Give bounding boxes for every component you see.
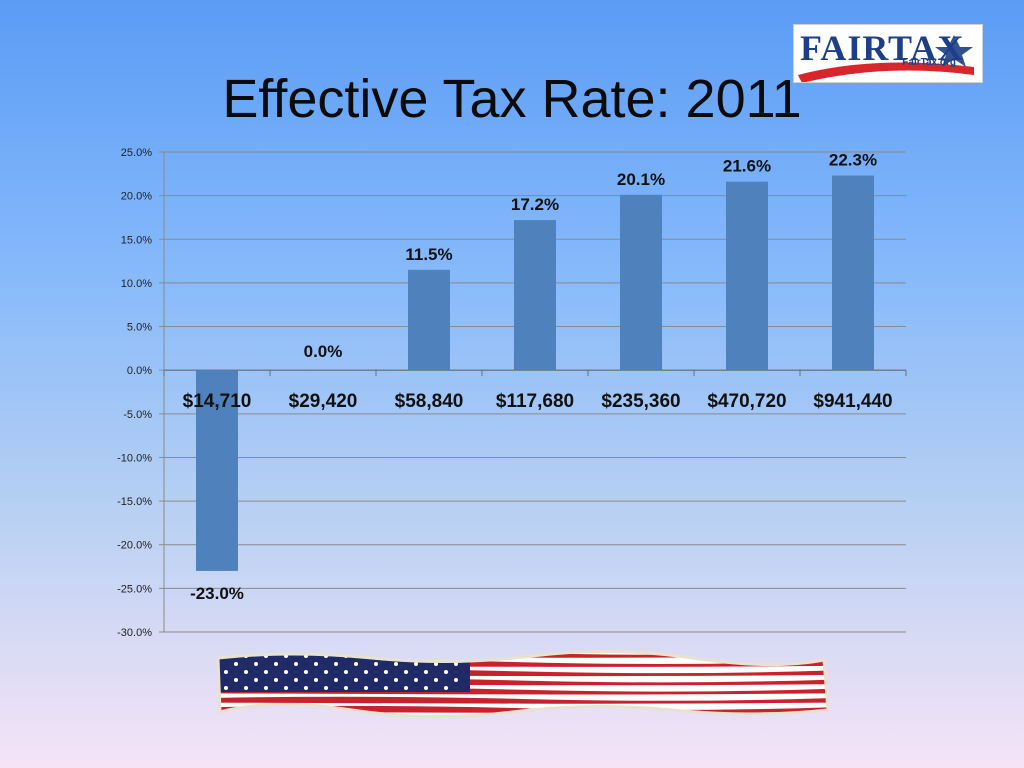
flag-star bbox=[394, 678, 398, 682]
flag-star bbox=[344, 670, 348, 674]
flag-star bbox=[404, 654, 408, 658]
y-tick-label: 20.0% bbox=[121, 191, 152, 203]
category-label: $941,440 bbox=[813, 391, 892, 412]
flag-star bbox=[264, 670, 268, 674]
flag-star bbox=[334, 678, 338, 682]
flag-star bbox=[434, 678, 438, 682]
y-tick-label: -20.0% bbox=[117, 540, 152, 552]
y-tick-label: -5.0% bbox=[123, 409, 152, 421]
flag-star bbox=[444, 654, 448, 658]
flag-star bbox=[444, 670, 448, 674]
category-label: $58,840 bbox=[395, 391, 464, 412]
category-label: $29,420 bbox=[289, 391, 358, 412]
flag-star bbox=[224, 670, 228, 674]
y-tick-label: -30.0% bbox=[117, 627, 152, 639]
bar bbox=[726, 181, 768, 371]
y-tick-label: 15.0% bbox=[121, 234, 152, 246]
data-label: -23.0% bbox=[190, 584, 244, 603]
flag-star bbox=[274, 678, 278, 682]
flag-star bbox=[304, 670, 308, 674]
logo-swoosh bbox=[798, 35, 974, 82]
flag-star bbox=[404, 686, 408, 690]
data-label: 11.5% bbox=[405, 245, 452, 264]
flag-star bbox=[364, 670, 368, 674]
flag-stripe bbox=[218, 696, 828, 704]
data-label: 22.3% bbox=[829, 151, 877, 170]
y-tick-label: -10.0% bbox=[117, 452, 152, 464]
bar bbox=[408, 269, 450, 371]
flag-star bbox=[364, 686, 368, 690]
flag-star bbox=[414, 678, 418, 682]
flag-star bbox=[314, 662, 318, 666]
logo-url: FairTax.org bbox=[902, 57, 956, 68]
y-tick-label: -25.0% bbox=[117, 583, 152, 595]
slide-title: Effective Tax Rate: 2011 bbox=[222, 69, 802, 129]
flag-star bbox=[244, 686, 248, 690]
flag-star bbox=[424, 654, 428, 658]
y-tick-label: 10.0% bbox=[121, 278, 152, 290]
bar bbox=[832, 175, 874, 371]
data-label: 17.2% bbox=[511, 195, 559, 214]
flag-star bbox=[264, 686, 268, 690]
category-label: $117,680 bbox=[496, 391, 574, 412]
flag-star bbox=[354, 678, 358, 682]
flag-star bbox=[244, 670, 248, 674]
y-tick-label: 25.0% bbox=[121, 147, 152, 159]
flag-star bbox=[234, 678, 238, 682]
flag-star bbox=[284, 686, 288, 690]
y-tick-label: 0.0% bbox=[127, 365, 152, 377]
flag-star bbox=[454, 662, 458, 666]
american-flag-image bbox=[216, 650, 830, 719]
flag-star bbox=[234, 662, 238, 666]
flag-star bbox=[294, 678, 298, 682]
logo-wordmark: FAIRTAX bbox=[800, 28, 965, 68]
flag-star bbox=[384, 670, 388, 674]
flag-star bbox=[334, 662, 338, 666]
flag-star bbox=[394, 662, 398, 666]
flag-star bbox=[404, 670, 408, 674]
data-label: 21.6% bbox=[723, 157, 771, 176]
flag-star bbox=[414, 662, 418, 666]
data-label: 0.0% bbox=[304, 342, 343, 361]
bar bbox=[620, 194, 662, 371]
flag-star bbox=[424, 686, 428, 690]
flag-star bbox=[254, 662, 258, 666]
fairtax-logo: FAIRTAX FairTax.org bbox=[793, 24, 983, 83]
category-label: $14,710 bbox=[183, 391, 252, 412]
flag-star bbox=[284, 670, 288, 674]
bar bbox=[196, 370, 238, 571]
bar-chart: 25.0% 20.0% 15.0% 10.0% 5.0% 0.0% -5.0% -10.0% -… bbox=[117, 147, 907, 639]
flag-star bbox=[294, 662, 298, 666]
flag-star bbox=[324, 686, 328, 690]
flag-star bbox=[314, 678, 318, 682]
flag-star bbox=[374, 678, 378, 682]
flag-star bbox=[454, 678, 458, 682]
category-label: $235,360 bbox=[601, 391, 680, 412]
category-label: $470,720 bbox=[707, 391, 786, 412]
bar bbox=[514, 220, 556, 371]
y-tick-label: 5.0% bbox=[127, 322, 152, 334]
flag-star bbox=[354, 662, 358, 666]
flag-star bbox=[224, 686, 228, 690]
y-tick-label: -15.0% bbox=[117, 496, 152, 508]
flag-star bbox=[384, 686, 388, 690]
flag-star bbox=[444, 686, 448, 690]
data-label: 20.1% bbox=[617, 170, 665, 189]
flag-star bbox=[304, 686, 308, 690]
flag-star bbox=[324, 670, 328, 674]
flag-star bbox=[424, 670, 428, 674]
flag-star bbox=[274, 662, 278, 666]
flag-star bbox=[384, 654, 388, 658]
flag-star bbox=[254, 678, 258, 682]
flag-star bbox=[344, 686, 348, 690]
flag-star bbox=[374, 662, 378, 666]
